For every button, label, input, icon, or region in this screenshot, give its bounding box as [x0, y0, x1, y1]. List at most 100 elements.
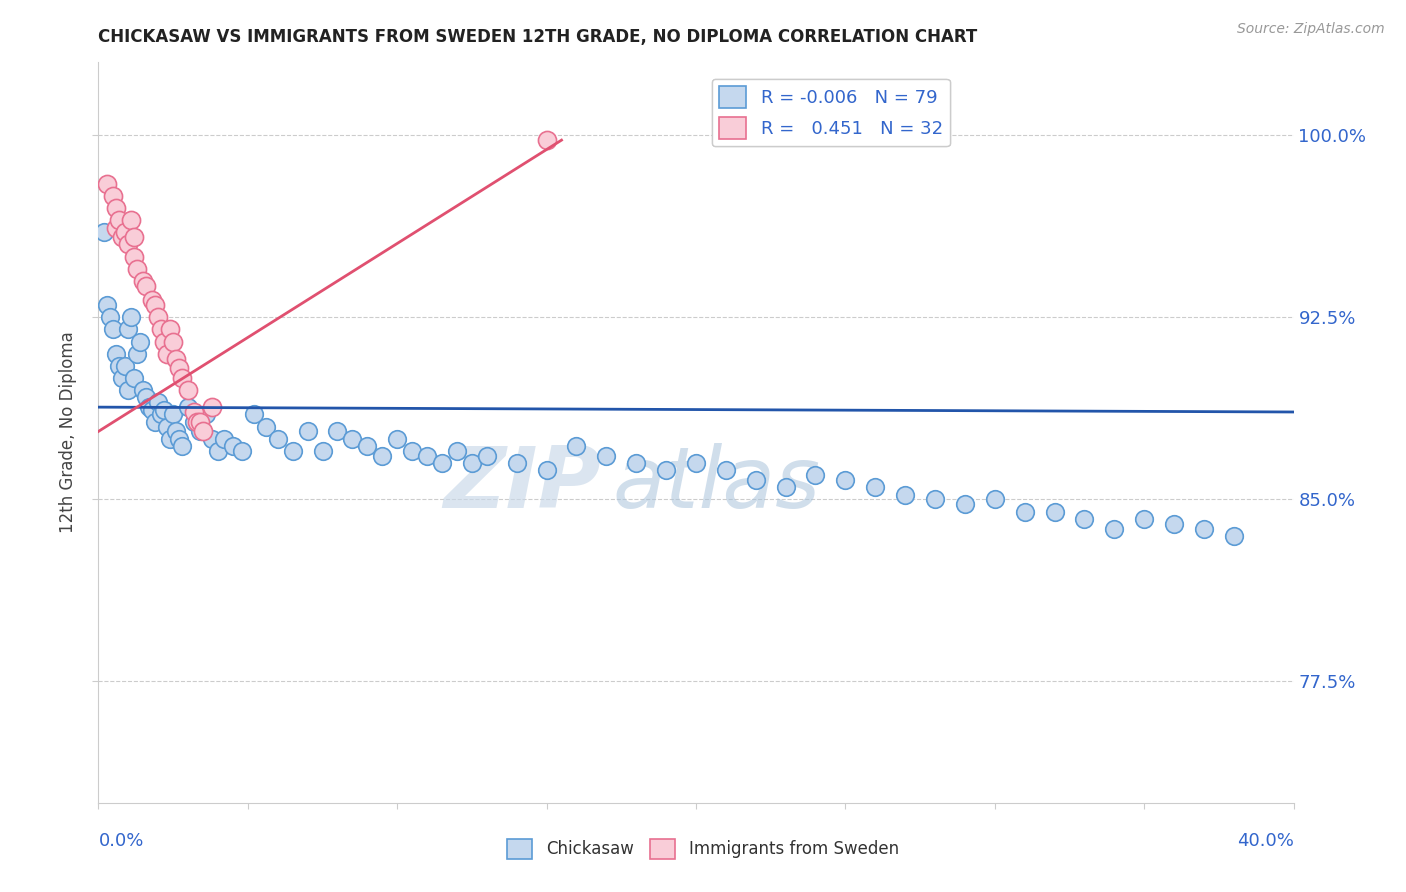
Point: [186, 415, 208, 429]
Point: [114, 225, 136, 239]
Point: [177, 400, 200, 414]
Point: [127, 261, 149, 276]
Point: [162, 408, 184, 422]
Point: [165, 351, 187, 366]
Point: [281, 443, 304, 458]
Point: [804, 468, 827, 483]
Point: [894, 487, 917, 501]
Text: 40.0%: 40.0%: [1237, 832, 1294, 850]
Point: [135, 278, 157, 293]
Point: [356, 439, 378, 453]
Point: [98, 310, 122, 325]
Point: [111, 230, 134, 244]
Point: [132, 383, 155, 397]
Point: [1043, 504, 1066, 518]
Point: [446, 443, 468, 458]
Legend: Chickasaw, Immigrants from Sweden: Chickasaw, Immigrants from Sweden: [501, 832, 905, 866]
Point: [207, 443, 229, 458]
Point: [188, 425, 211, 439]
Point: [201, 432, 224, 446]
Point: [141, 402, 163, 417]
Point: [111, 371, 134, 385]
Point: [143, 415, 166, 429]
Point: [132, 274, 155, 288]
Point: [108, 359, 131, 373]
Point: [120, 213, 142, 227]
Point: [117, 237, 139, 252]
Text: ZIP: ZIP: [443, 443, 600, 526]
Point: [188, 415, 211, 429]
Point: [714, 463, 737, 477]
Point: [103, 322, 125, 336]
Point: [124, 371, 146, 385]
Point: [834, 473, 856, 487]
Point: [191, 425, 214, 439]
Point: [183, 415, 205, 429]
Point: [143, 298, 166, 312]
Text: CHICKASAW VS IMMIGRANTS FROM SWEDEN 12TH GRADE, NO DIPLOMA CORRELATION CHART: CHICKASAW VS IMMIGRANTS FROM SWEDEN 12TH…: [98, 28, 977, 45]
Point: [120, 310, 142, 325]
Point: [172, 371, 194, 385]
Point: [536, 463, 558, 477]
Text: 0.0%: 0.0%: [98, 832, 143, 850]
Point: [212, 432, 235, 446]
Point: [506, 456, 529, 470]
Point: [536, 133, 558, 147]
Point: [231, 443, 253, 458]
Point: [775, 480, 797, 494]
Point: [148, 310, 170, 325]
Point: [195, 408, 218, 422]
Point: [626, 456, 648, 470]
Point: [953, 497, 976, 511]
Point: [183, 405, 205, 419]
Point: [565, 439, 588, 453]
Point: [416, 449, 439, 463]
Point: [108, 213, 131, 227]
Point: [114, 359, 136, 373]
Point: [103, 189, 125, 203]
Point: [924, 492, 946, 507]
Point: [475, 449, 498, 463]
Point: [156, 419, 179, 434]
Point: [138, 400, 160, 414]
Point: [984, 492, 1007, 507]
Point: [153, 334, 176, 349]
Point: [1104, 521, 1126, 535]
Point: [127, 347, 149, 361]
Point: [1192, 521, 1215, 535]
Point: [129, 334, 152, 349]
Point: [267, 432, 290, 446]
Point: [371, 449, 394, 463]
Point: [167, 361, 190, 376]
Point: [297, 425, 319, 439]
Point: [311, 443, 333, 458]
Point: [162, 334, 184, 349]
Point: [655, 463, 678, 477]
Point: [150, 408, 173, 422]
Point: [105, 220, 128, 235]
Point: [150, 322, 173, 336]
Point: [1014, 504, 1036, 518]
Legend: R = -0.006   N = 79, R =   0.451   N = 32: R = -0.006 N = 79, R = 0.451 N = 32: [711, 78, 950, 146]
Point: [865, 480, 887, 494]
Point: [96, 298, 118, 312]
Point: [342, 432, 364, 446]
Point: [254, 419, 277, 434]
Point: [1163, 516, 1185, 531]
Point: [141, 293, 163, 308]
Point: [96, 177, 118, 191]
Point: [1133, 512, 1156, 526]
Point: [401, 443, 423, 458]
Point: [222, 439, 245, 453]
Point: [159, 322, 181, 336]
Point: [461, 456, 484, 470]
Point: [148, 395, 170, 409]
Point: [430, 456, 453, 470]
Point: [201, 400, 224, 414]
Point: [167, 432, 190, 446]
Point: [156, 347, 179, 361]
Point: [159, 432, 181, 446]
Point: [685, 456, 707, 470]
Point: [1223, 529, 1246, 543]
Point: [595, 449, 617, 463]
